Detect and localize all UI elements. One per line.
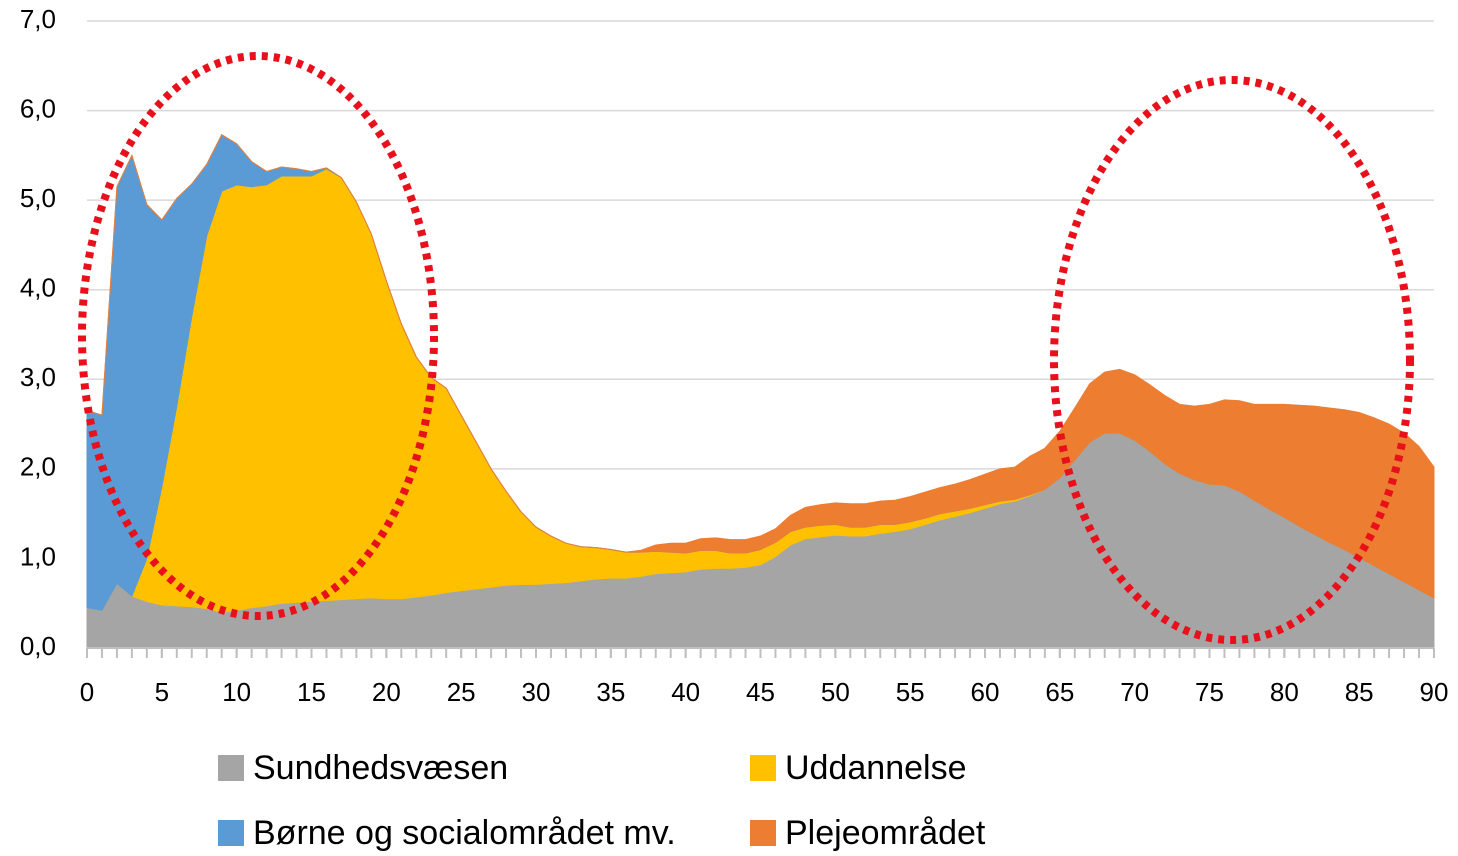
x-tick-label: 65 bbox=[1045, 677, 1074, 707]
x-tick-label: 10 bbox=[222, 677, 251, 707]
x-tick-label: 40 bbox=[671, 677, 700, 707]
legend-swatch bbox=[750, 820, 776, 846]
x-tick-label: 35 bbox=[596, 677, 625, 707]
legend-label: Plejeområdet bbox=[785, 814, 986, 852]
x-tick-label: 90 bbox=[1420, 677, 1449, 707]
y-tick-label: 0,0 bbox=[20, 631, 56, 661]
area bbox=[86, 134, 1435, 599]
y-tick-label: 3,0 bbox=[20, 362, 56, 392]
annotations bbox=[78, 52, 1414, 644]
plot-area: 0,0 1,0 2,0 3,0 4,0 5,0 6,0 7,0 0 5 10 15 20 25 30 35 40… bbox=[20, 4, 1449, 707]
x-tick-label: 30 bbox=[522, 677, 551, 707]
legend-swatch bbox=[218, 820, 244, 846]
x-tick-label: 20 bbox=[372, 677, 401, 707]
x-tick-label: 0 bbox=[80, 677, 94, 707]
x-tick-label: 25 bbox=[447, 677, 476, 707]
x-tick-label: 80 bbox=[1270, 677, 1299, 707]
x-tick-label: 85 bbox=[1345, 677, 1374, 707]
x-tick-label: 60 bbox=[971, 677, 1000, 707]
legend-swatch bbox=[218, 755, 244, 781]
legend-swatch bbox=[750, 755, 776, 781]
x-tick-label: 45 bbox=[746, 677, 775, 707]
x-tick-label: 5 bbox=[155, 677, 169, 707]
y-tick-label: 6,0 bbox=[20, 93, 56, 123]
highlight-ellipse bbox=[78, 52, 438, 620]
y-tick-label: 5,0 bbox=[20, 183, 56, 213]
x-tick-label: 55 bbox=[896, 677, 925, 707]
y-tick-label: 2,0 bbox=[20, 452, 56, 482]
highlight-ellipse bbox=[1050, 76, 1414, 644]
legend-label: Børne og socialområdet mv. bbox=[253, 814, 676, 852]
x-tick-label: 15 bbox=[297, 677, 326, 707]
x-tick-label: 75 bbox=[1195, 677, 1224, 707]
x-tick-label: 50 bbox=[821, 677, 850, 707]
y-tick-label: 1,0 bbox=[20, 541, 56, 571]
legend-label: Sundhedsvæsen bbox=[253, 749, 508, 787]
y-tick-label: 7,0 bbox=[20, 4, 56, 34]
y-tick-label: 4,0 bbox=[20, 273, 56, 303]
legend-label: Uddannelse bbox=[785, 749, 966, 787]
x-tick-label: 70 bbox=[1120, 677, 1149, 707]
